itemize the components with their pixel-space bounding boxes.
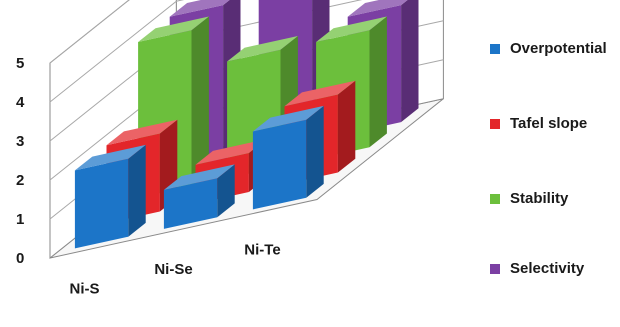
bar-top-face bbox=[227, 36, 298, 62]
legend-swatch-stability bbox=[490, 193, 500, 204]
bar-top-face bbox=[163, 164, 235, 190]
legend-item-tafel-slope: Tafel slope bbox=[490, 115, 587, 132]
bar-side-face bbox=[306, 105, 324, 198]
bar-top-face bbox=[347, 0, 408, 17]
y-tick-label: 2 bbox=[16, 172, 24, 189]
bar-top-face bbox=[138, 16, 209, 42]
bar-side-face bbox=[337, 80, 356, 173]
y-tick-label: 3 bbox=[16, 133, 24, 150]
bar-side-face bbox=[128, 144, 146, 237]
bar-side-face bbox=[401, 0, 419, 123]
y-tick-label: 4 bbox=[16, 94, 25, 111]
legend-item-stability: Stability bbox=[490, 190, 568, 207]
bar-top-face bbox=[169, 0, 230, 17]
bar-top-face bbox=[252, 105, 324, 132]
category-label: Ni-Te bbox=[244, 241, 280, 258]
category-labels: Ni-S Ni-Se Ni-Te bbox=[70, 241, 281, 297]
legend-label: Selectivity bbox=[510, 260, 585, 277]
legend-swatch-tafel-slope bbox=[490, 118, 500, 129]
bar-top-face bbox=[106, 119, 178, 146]
legend-swatch-overpotential bbox=[490, 43, 500, 54]
bar-overpotential-ni-se bbox=[163, 164, 235, 229]
bar-front-face bbox=[163, 178, 218, 229]
bar-top-face bbox=[195, 139, 267, 165]
bars bbox=[74, 0, 419, 249]
y-axis-ticks: 0 1 2 3 4 5 bbox=[16, 55, 25, 267]
legend: Overpotential Tafel slope Stability Sele… bbox=[490, 40, 618, 290]
legend-label: Tafel slope bbox=[510, 115, 588, 132]
legend-item-overpotential: Overpotential bbox=[490, 40, 607, 57]
bar-top-face bbox=[284, 80, 356, 107]
legend-label: Overpotential bbox=[510, 40, 607, 57]
bar-top-face bbox=[316, 16, 387, 42]
bar-overpotential-ni-te bbox=[252, 105, 324, 210]
y-tick-label: 5 bbox=[16, 55, 24, 72]
bar-front-face bbox=[74, 158, 129, 249]
bar-side-face bbox=[217, 164, 235, 218]
bar-front-face bbox=[252, 119, 307, 210]
category-label: Ni-S bbox=[70, 280, 100, 297]
gridline bbox=[49, 0, 130, 64]
category-label: Ni-Se bbox=[154, 261, 192, 278]
legend-item-selectivity: Selectivity bbox=[490, 260, 584, 277]
bar-top-face bbox=[74, 144, 146, 171]
legend-swatch-selectivity bbox=[490, 263, 500, 274]
y-tick-label: 1 bbox=[16, 211, 24, 228]
bar-side-face bbox=[369, 16, 387, 148]
bar-overpotential-ni-s bbox=[74, 144, 146, 249]
gridline bbox=[49, 0, 185, 103]
bar-side-face bbox=[191, 16, 209, 187]
y-tick-label: 0 bbox=[16, 250, 24, 267]
legend-label: Stability bbox=[510, 190, 569, 207]
